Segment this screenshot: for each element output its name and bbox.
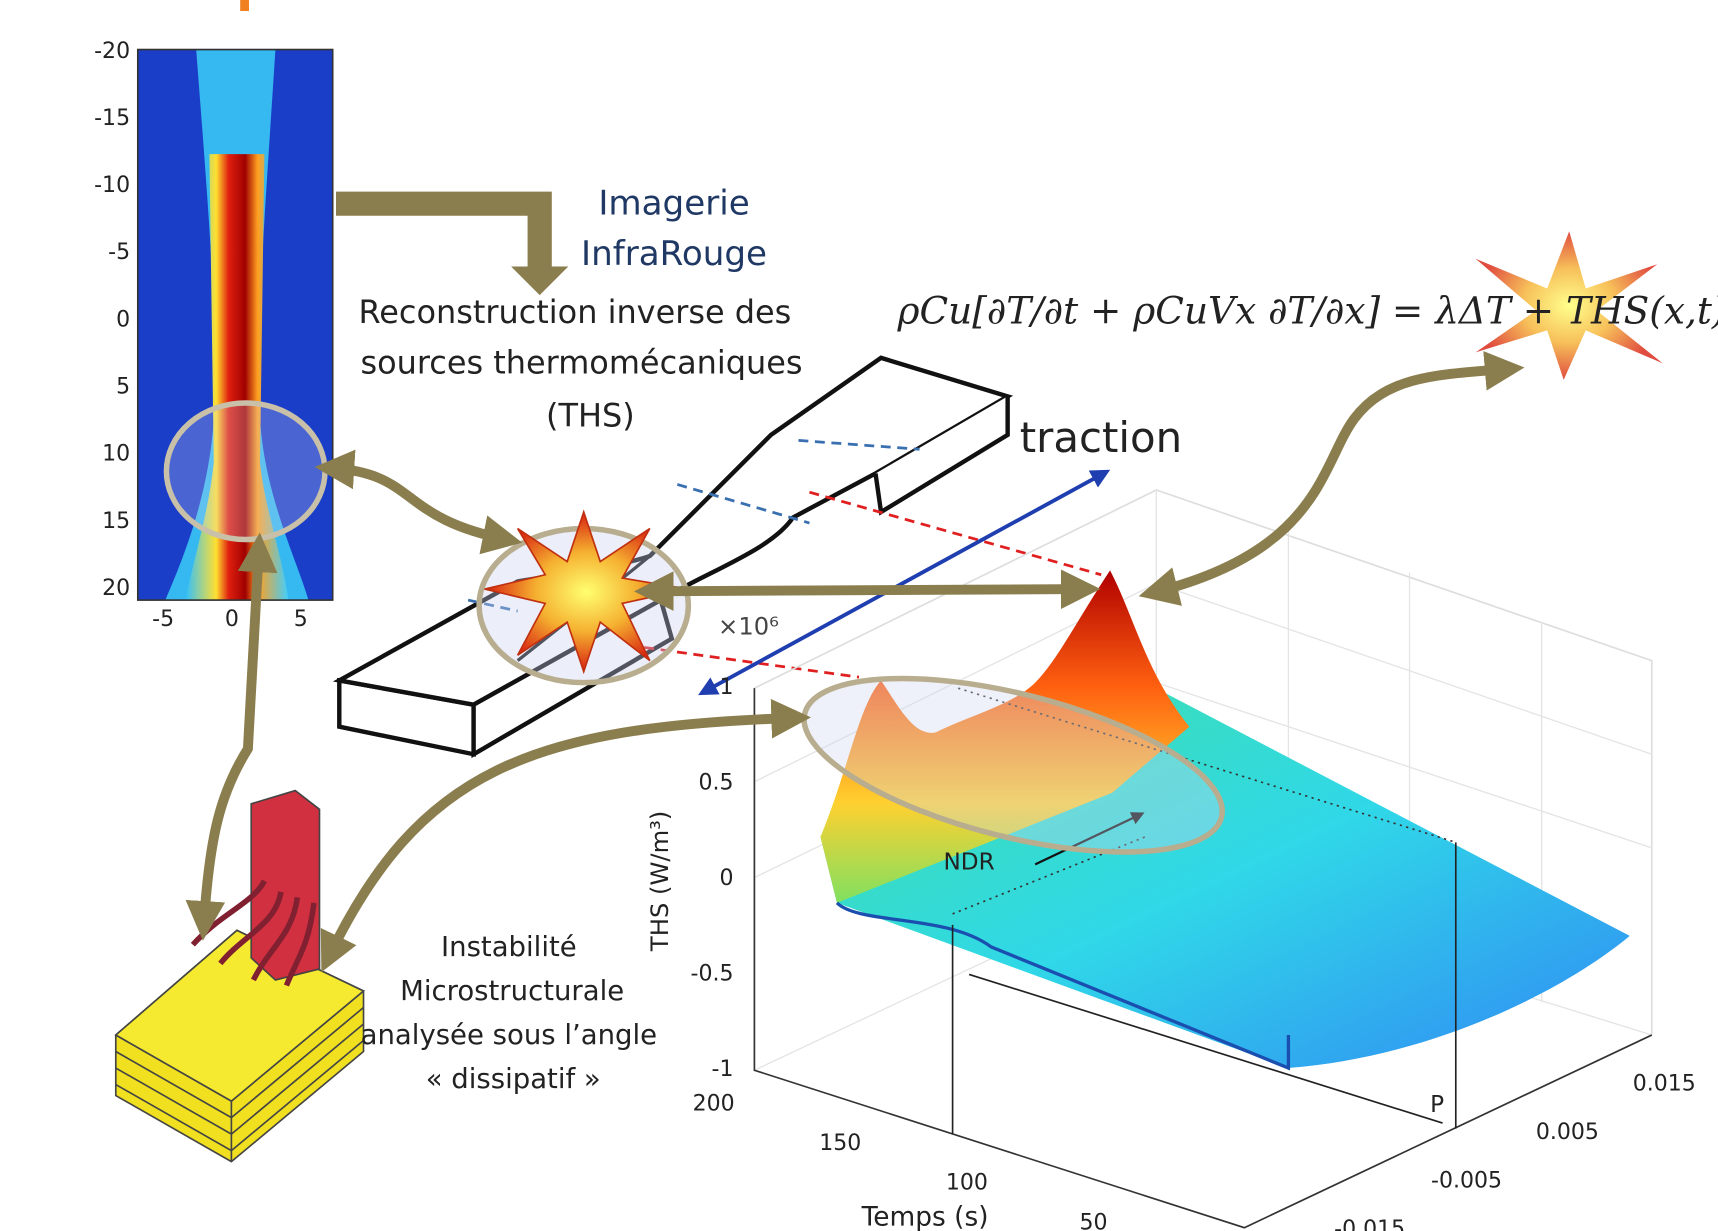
accent — [240, 0, 249, 11]
time-tick-label: 200 — [693, 1091, 735, 1116]
y-tick-label: -10 — [94, 173, 130, 198]
position-tick-label: 0.015 — [1633, 1072, 1696, 1097]
z-axis-label: THS (W/m³) — [646, 811, 674, 952]
time-tick-label: 50 — [1080, 1210, 1108, 1231]
traction-label: traction — [1020, 413, 1182, 462]
imaging-label: InfraRouge — [581, 234, 767, 274]
z-tick-label: 1 — [719, 675, 733, 700]
instability-label: Microstructurale — [400, 975, 624, 1007]
y-tick-label: 10 — [102, 442, 130, 467]
thick-arrowhead — [511, 266, 568, 295]
position-tick-label: 0.005 — [1536, 1120, 1599, 1145]
position-tick-label: -0.015 — [1334, 1217, 1405, 1231]
heatmap — [138, 50, 333, 601]
scale-label: ×10⁶ — [718, 613, 779, 641]
y-tick-label: 0 — [116, 307, 130, 332]
x-tick-label: -5 — [152, 607, 174, 632]
y-tick-label: 5 — [116, 375, 130, 400]
thick-arrow — [336, 204, 540, 270]
x-tick-label: 5 — [294, 607, 308, 632]
instability-label: Instabilité — [441, 931, 577, 963]
z-tick-label: 0.5 — [698, 771, 733, 796]
z-tick-label: -1 — [712, 1057, 734, 1082]
reconstruction-label: (THS) — [546, 396, 635, 434]
reconstruction-label: sources thermomécaniques — [360, 343, 802, 381]
z-tick-label: 0 — [719, 866, 733, 891]
y-tick-label: -15 — [94, 106, 130, 131]
time-tick-label: 100 — [946, 1171, 988, 1196]
y-tick-label: 20 — [102, 576, 130, 601]
x-tick-label: 0 — [225, 607, 239, 632]
instability-label: analysée sous l’angle — [361, 1019, 657, 1051]
instability-label: « dissipatif » — [426, 1063, 601, 1095]
position-tick-label: -0.005 — [1431, 1168, 1502, 1193]
equation: ρCu[∂T/∂t + ρCuVx ∂T/∂x] = λΔT + THS(x,t… — [897, 288, 1718, 332]
y-tick-label: -20 — [94, 39, 130, 64]
page: {"heatmap": {"yticks": ["-20", "-15", "-… — [0, 0, 1718, 1231]
imaging-label: Imagerie — [598, 183, 749, 223]
reconstruction-label: Reconstruction inverse des — [359, 293, 792, 331]
y-tick-label: 15 — [102, 509, 130, 534]
surface-plot — [754, 490, 1651, 1228]
time-tick-label: 150 — [819, 1131, 861, 1156]
point-label: P — [1430, 1092, 1444, 1118]
ndr-label: NDR — [944, 850, 995, 876]
time-axis-label: Temps (s) — [861, 1201, 989, 1231]
microstructure — [116, 791, 364, 1162]
y-tick-label: -5 — [108, 240, 130, 265]
z-tick-label: -0.5 — [691, 962, 734, 987]
diagram: -20-15-10-505101520-505 Imagerie InfraRo… — [0, 0, 1718, 1231]
